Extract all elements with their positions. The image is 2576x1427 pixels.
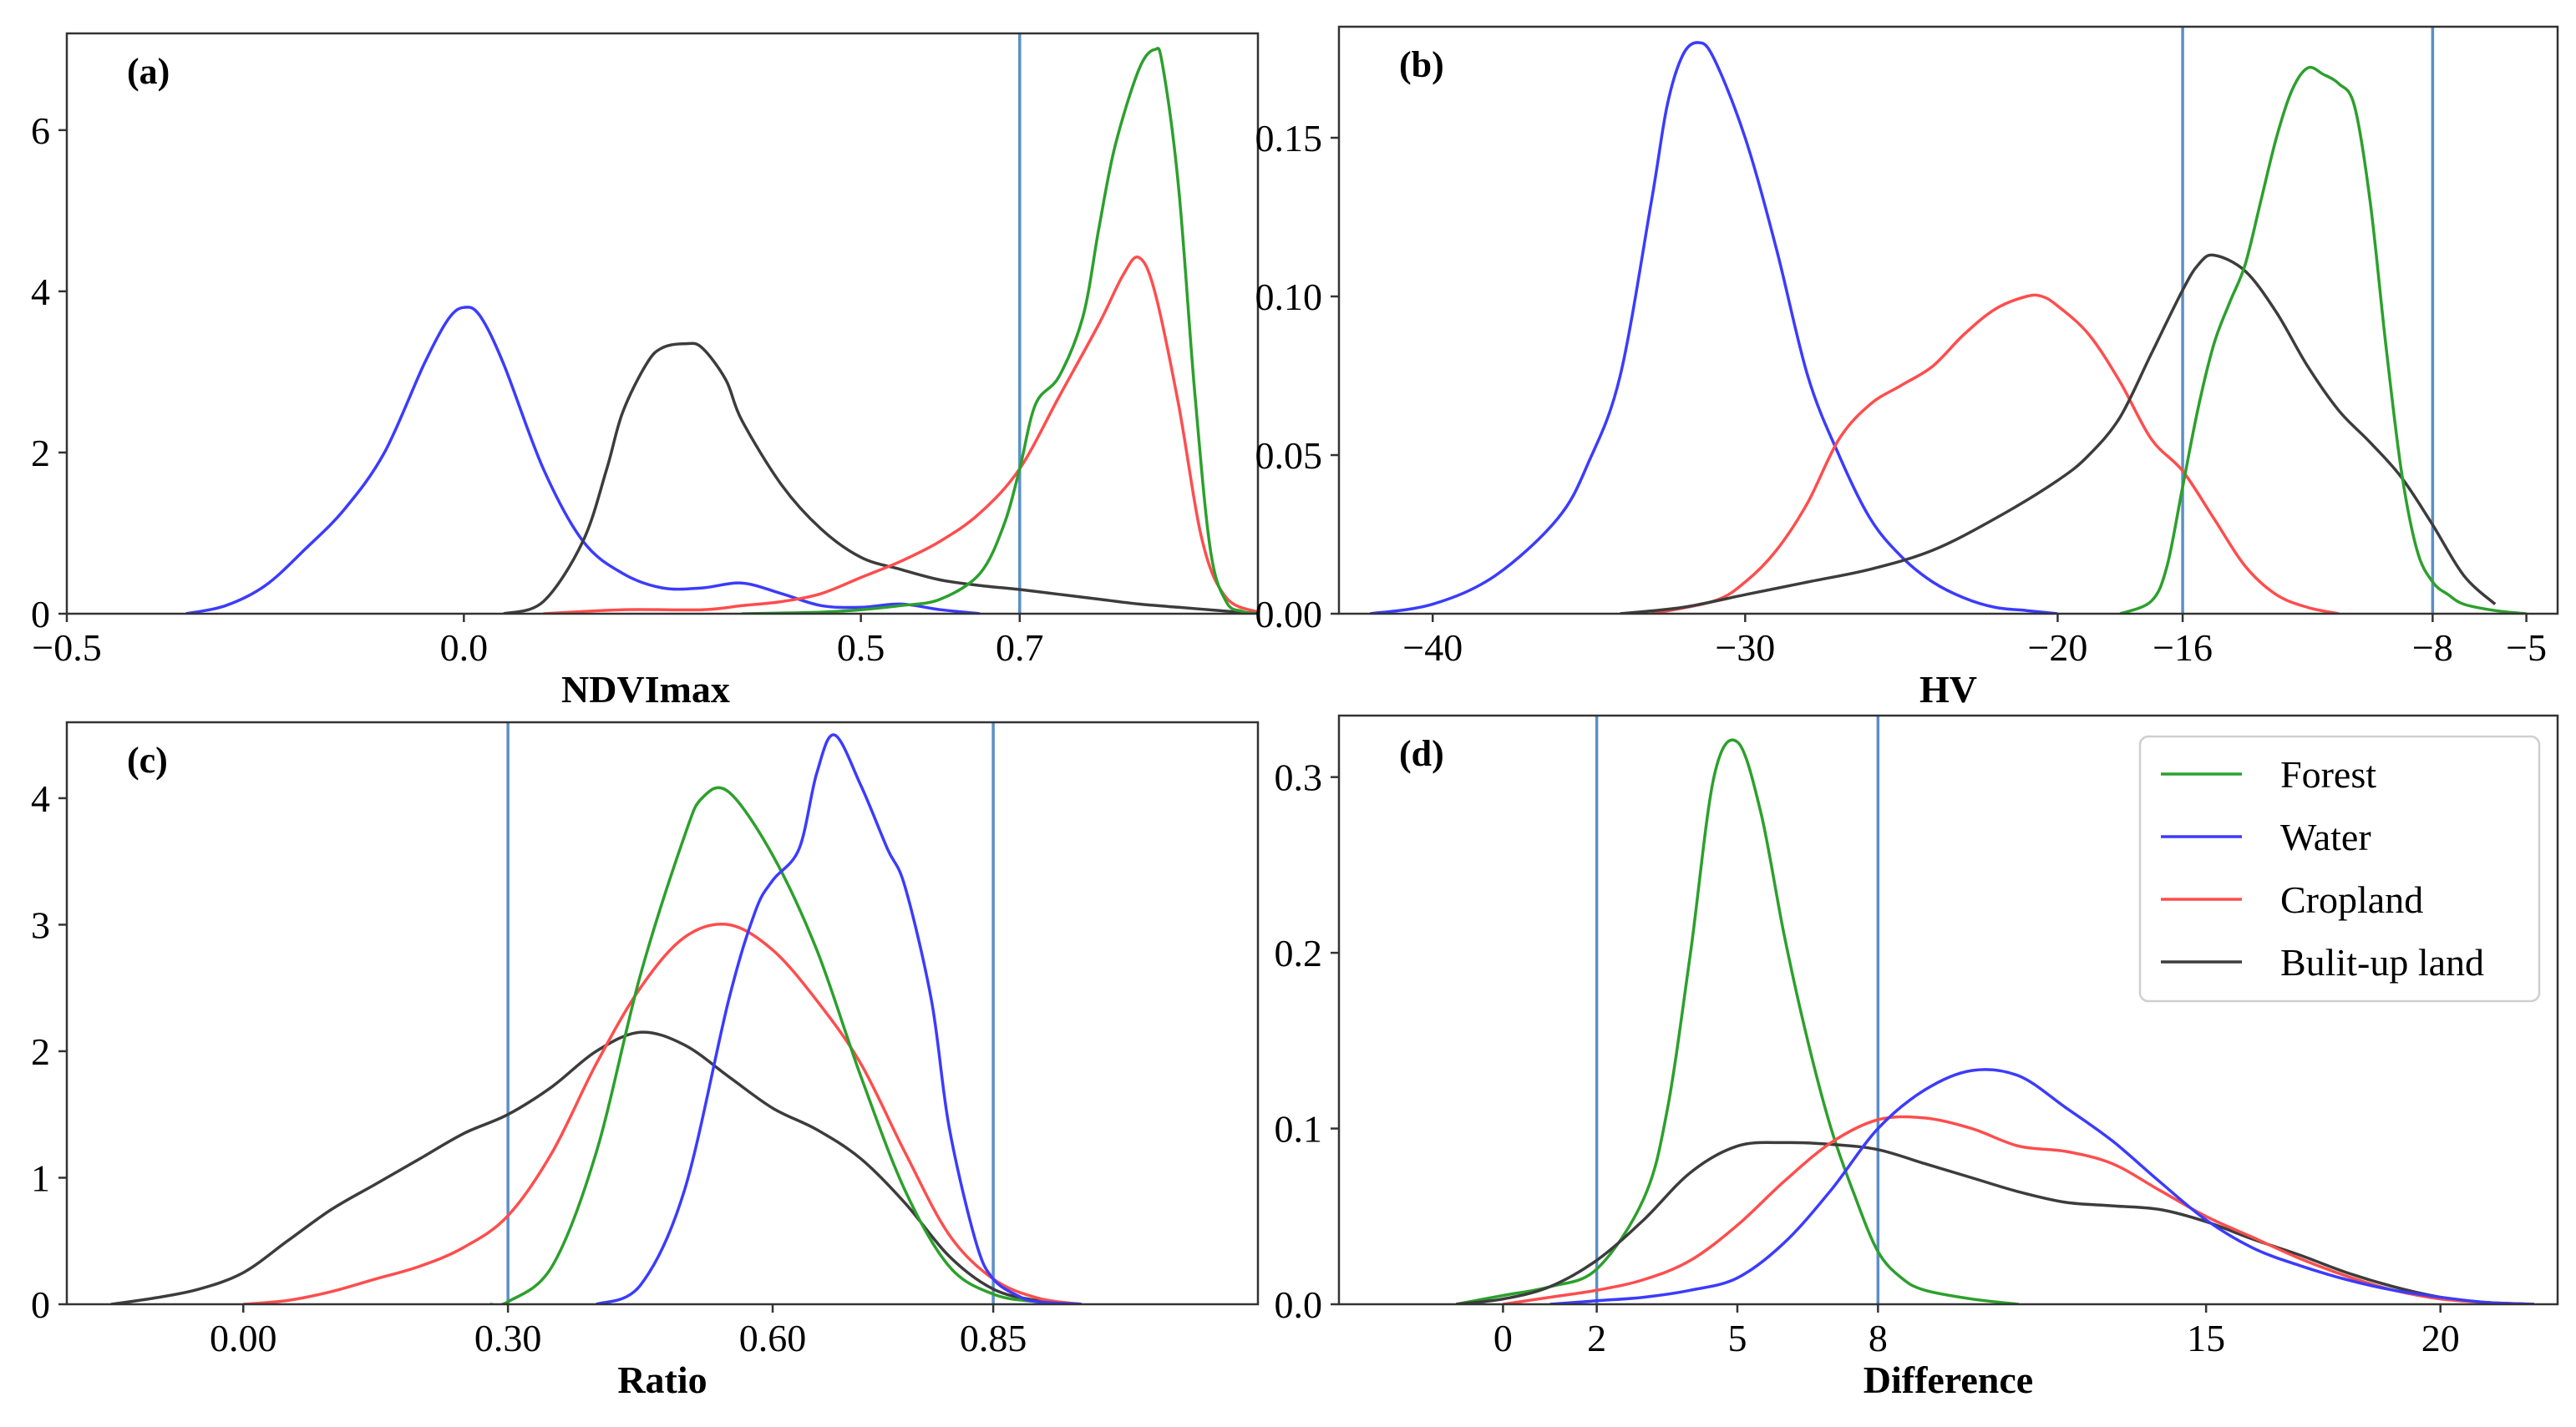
x-tick-label: 0.00 — [210, 1317, 277, 1359]
panel-label: (d) — [1399, 733, 1444, 774]
y-tick-label: 0 — [31, 593, 50, 635]
y-tick-label: 3 — [31, 903, 50, 946]
y-tick-label: 0 — [31, 1283, 50, 1326]
x-tick-label: −40 — [1402, 626, 1463, 669]
x-axis-title: NDVImax — [561, 668, 730, 711]
plot-frame — [1337, 714, 2559, 1306]
y-tick-label: 1 — [31, 1156, 50, 1199]
x-tick-label: 5 — [1727, 1317, 1747, 1359]
y-tick-label: 0.10 — [1255, 276, 1323, 318]
panel-label: (a) — [127, 51, 170, 92]
series-line-water — [1549, 1068, 2534, 1304]
x-tick-label: 0.60 — [739, 1317, 807, 1359]
x-tick-label: 0.7 — [996, 626, 1044, 669]
x-tick-label: 0 — [1493, 1317, 1513, 1359]
panel-label: (b) — [1399, 44, 1444, 85]
series-line-forest — [742, 47, 1258, 614]
x-tick-label: −20 — [2027, 626, 2087, 669]
x-tick-label: −30 — [1715, 626, 1775, 669]
x-tick-label: −16 — [2153, 626, 2213, 669]
legend: Forest Water Cropland Bulit-up land — [2138, 735, 2541, 1003]
y-tick-label: 0.05 — [1255, 434, 1323, 477]
series-line-cropland — [243, 923, 1082, 1304]
x-axis-title: HV — [1919, 668, 1977, 711]
series-line-forest — [489, 786, 1082, 1304]
series-line-built-up — [110, 1030, 1082, 1304]
legend-box — [2138, 735, 2541, 1003]
panel-label: (c) — [127, 740, 168, 781]
x-tick-label: 2 — [1587, 1317, 1606, 1359]
legend-label: Forest — [2280, 753, 2376, 796]
series-line-built-up — [1456, 1141, 2534, 1304]
series-line-forest — [2119, 65, 2527, 614]
x-tick-label: 0.5 — [837, 626, 885, 669]
x-tick-label: 0.85 — [960, 1317, 1027, 1359]
x-tick-label: 20 — [2421, 1317, 2460, 1359]
panel-d: 0 2 5 8 15 20 0.0 0.1 0.2 0.3 Difference (d) — [1275, 714, 2559, 1401]
x-tick-label: 0.30 — [474, 1317, 542, 1359]
x-tick-label: 0.0 — [440, 626, 489, 669]
y-tick-label: 2 — [31, 1030, 50, 1073]
panel-b: −40 −30 −20 −16 −8 −5 0.00 0.05 0.10 0.15 HV (b) — [1255, 25, 2559, 711]
y-tick-label: 0.00 — [1255, 593, 1323, 635]
series-line-cropland — [1651, 293, 2340, 614]
series-line-cropland — [543, 256, 1258, 614]
x-tick-label: −5 — [2506, 626, 2547, 669]
series-line-built-up — [503, 342, 1258, 614]
panel-c: 0.00 0.30 0.60 0.85 0 1 2 3 4 Ratio (c) — [31, 721, 1260, 1401]
plot-frame — [65, 32, 1260, 615]
series-line-water — [596, 733, 1082, 1304]
y-tick-label: 0.0 — [1275, 1283, 1323, 1326]
plot-frame — [1337, 25, 2559, 615]
x-tick-label: 8 — [1869, 1317, 1888, 1359]
y-tick-label: 0.3 — [1275, 757, 1323, 799]
y-tick-label: 2 — [31, 432, 50, 474]
panel-a: −0.5 0.0 0.5 0.7 0 2 4 6 NDVImax (a) — [31, 32, 1260, 711]
x-tick-label: −8 — [2412, 626, 2453, 669]
x-axis-title: Difference — [1864, 1359, 2033, 1401]
series-line-forest — [1455, 738, 2019, 1304]
series-line-built-up — [1620, 253, 2497, 614]
x-tick-label: −0.5 — [32, 626, 101, 669]
legend-label: Water — [2280, 816, 2371, 858]
y-tick-label: 6 — [31, 109, 50, 152]
legend-label: Cropland — [2280, 878, 2423, 921]
series-line-water — [1370, 41, 2058, 614]
plot-frame — [65, 721, 1260, 1306]
y-tick-label: 4 — [31, 271, 50, 313]
x-axis-title: Ratio — [617, 1359, 707, 1401]
legend-label: Bulit-up land — [2280, 941, 2484, 984]
y-tick-label: 0.2 — [1275, 932, 1323, 974]
series-line-water — [185, 306, 981, 614]
x-tick-label: 15 — [2187, 1317, 2225, 1359]
y-tick-label: 0.1 — [1275, 1108, 1323, 1151]
y-tick-label: 4 — [31, 777, 50, 820]
series-line-cropland — [1503, 1115, 2534, 1304]
y-tick-label: 0.15 — [1255, 117, 1323, 159]
